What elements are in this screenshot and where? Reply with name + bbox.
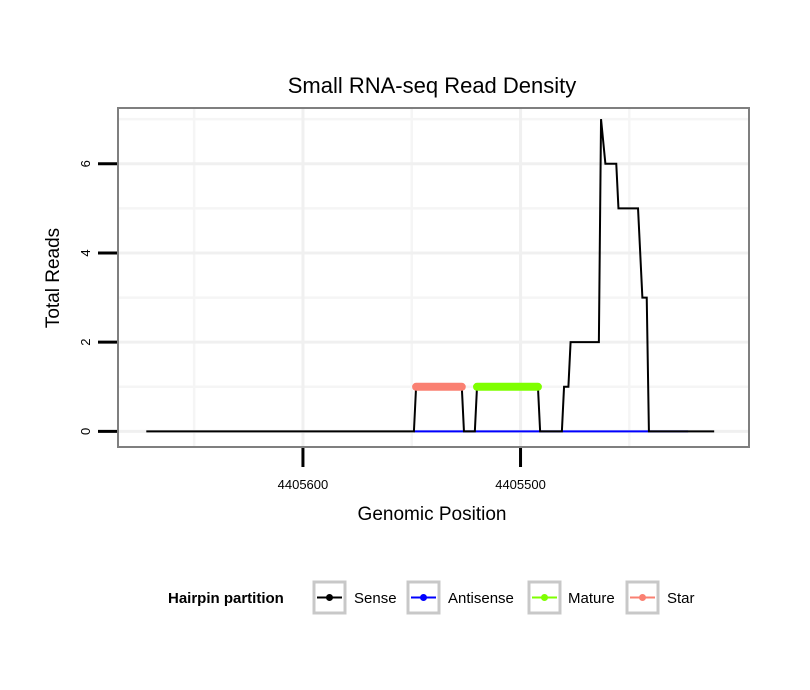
x-tick-label: 4405500 <box>495 477 546 492</box>
legend-key-point <box>639 594 646 601</box>
x-tick-label: 4405600 <box>278 477 329 492</box>
legend-title: Hairpin partition <box>168 590 284 607</box>
legend-key-point <box>541 594 548 601</box>
legend-entry-mature: Mature <box>527 580 615 615</box>
legend-label: Antisense <box>448 590 514 607</box>
series-layer <box>146 119 715 433</box>
legend-label: Sense <box>354 590 397 607</box>
chart-title: Small RNA-seq Read Density <box>288 73 577 98</box>
series-line-sense <box>146 119 715 433</box>
legend-label: Mature <box>568 590 615 607</box>
legend-entry-antisense: Antisense <box>406 580 514 615</box>
legend-entry-star: Star <box>625 580 695 615</box>
y-tick-label: 4 <box>78 249 93 256</box>
y-tick-label: 6 <box>78 160 93 167</box>
y-axis-title: Total Reads <box>43 228 64 328</box>
legend: Hairpin partition Sense Antisense Mature St… <box>168 580 695 615</box>
x-axis-title: Genomic Position <box>358 504 507 525</box>
y-tick-label: 0 <box>78 428 93 435</box>
legend-key-point <box>420 594 427 601</box>
y-tick-label: 2 <box>78 339 93 346</box>
ticks: 0 2 4 6 4405600 4405500 <box>78 160 546 492</box>
legend-label: Star <box>667 590 695 607</box>
grid <box>118 108 749 447</box>
plot-border <box>117 107 750 448</box>
legend-entry-sense: Sense <box>312 580 397 615</box>
legend-key-point <box>326 594 333 601</box>
